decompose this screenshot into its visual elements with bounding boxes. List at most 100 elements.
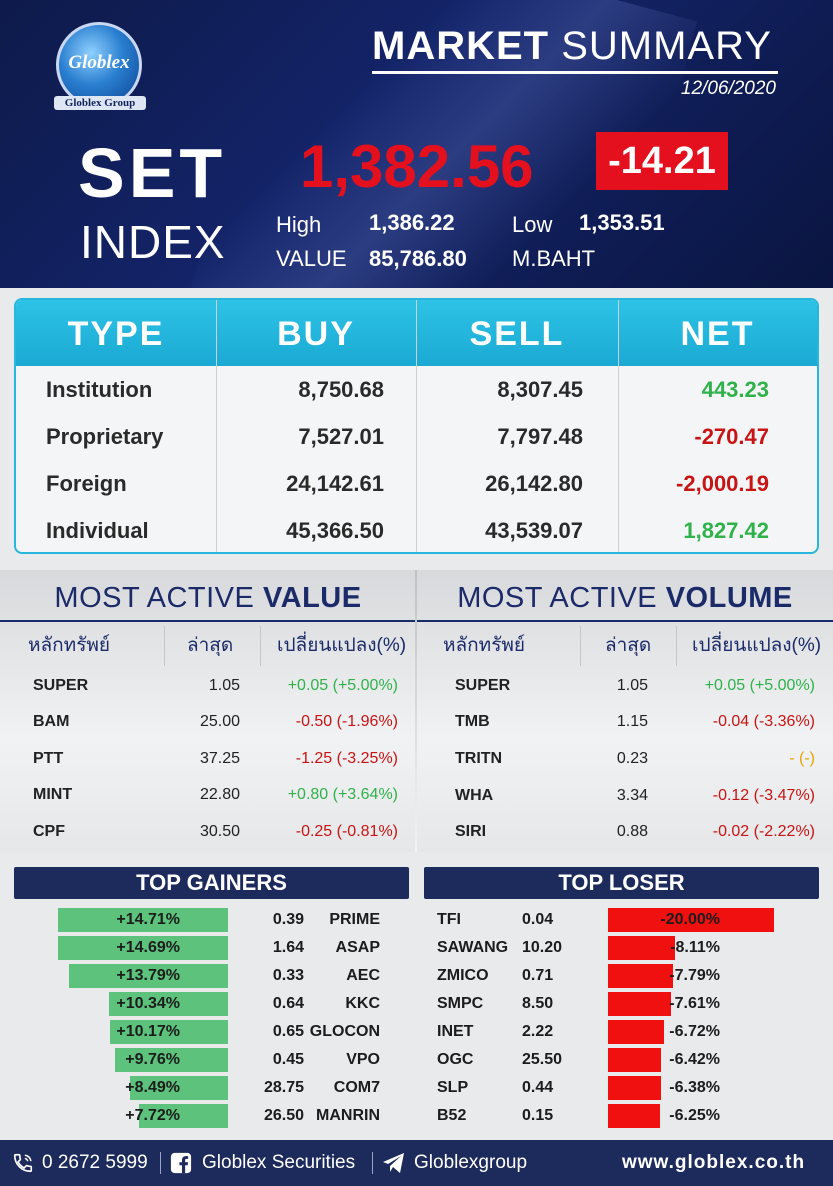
gainer-symbol: ASAP (335, 939, 380, 956)
gainer-bar (69, 964, 228, 988)
footer-facebook[interactable]: Globlex Securities (202, 1152, 356, 1173)
index-value: 1,382.56 (300, 133, 534, 200)
gainer-bar (58, 936, 228, 960)
loser-symbol: INET (437, 1023, 474, 1040)
ma-volume-col-change: เปลี่ยนแปลง(%) (692, 635, 822, 656)
ma-volume-col-last: ล่าสุด (605, 635, 652, 656)
gainer-bar (58, 908, 228, 932)
ma-volume-change: -0.12 (-3.47%) (712, 787, 815, 804)
loser-symbol: SAWANG (437, 939, 509, 956)
report-date: 12/06/2020 (680, 78, 776, 99)
page-title: MARKET SUMMARY (372, 24, 772, 69)
ma-volume-change: -0.04 (-3.36%) (712, 713, 815, 730)
loser-price: 0.04 (522, 911, 554, 928)
row-buy: 7,527.01 (298, 424, 384, 449)
gainer-price: 1.64 (272, 939, 304, 956)
ma-value-symbol: PTT (33, 750, 64, 767)
gainer-price: 0.33 (272, 967, 304, 984)
ma-value-symbol: MINT (33, 786, 73, 803)
footer-phone[interactable]: 0 2672 5999 (42, 1152, 148, 1173)
index-label: INDEX (80, 216, 226, 268)
ma-volume-change: +0.05 (+5.00%) (704, 677, 815, 694)
phone-icon (13, 1153, 33, 1173)
most-active-value-title: MOST ACTIVE VALUE (0, 582, 416, 615)
loser-pct: -8.11% (670, 939, 720, 956)
ma-value-symbol: CPF (33, 823, 65, 840)
loser-bar (608, 936, 675, 960)
loser-bar (608, 1020, 664, 1044)
loser-pct: -6.72% (669, 1023, 720, 1040)
title-bold: MARKET (372, 24, 550, 68)
ma-volume-last: 1.15 (616, 713, 648, 730)
col-divider (618, 300, 619, 552)
most-active-volume-title: MOST ACTIVE VOLUME (417, 582, 833, 615)
ma-value-last: 30.50 (199, 823, 240, 840)
gainer-pct: +10.17% (116, 1023, 180, 1040)
ma-value-title-bold: VALUE (262, 582, 362, 614)
col-sell: SELL (469, 315, 565, 353)
footer-website[interactable]: www.globlex.co.th (622, 1152, 806, 1173)
gainer-bar (130, 1076, 228, 1100)
gainer-symbol: PRIME (329, 911, 380, 928)
ma-col-divider (164, 626, 165, 666)
ma-col-divider (580, 626, 581, 666)
value-label: VALUE (276, 246, 347, 271)
ma-volume-symbol: WHA (455, 787, 494, 804)
ma-volume-last: 3.34 (616, 787, 648, 804)
ma-value-last: 25.00 (199, 713, 240, 730)
row-net: -270.47 (694, 424, 769, 449)
row-type: Foreign (46, 471, 127, 496)
loser-price: 10.20 (522, 939, 563, 956)
title-light: SUMMARY (561, 24, 772, 68)
ma-volume-rule (417, 620, 833, 622)
type-row-proprietary: Proprietary 7,527.01 7,797.48 -270.47 (16, 413, 817, 460)
ma-value-rule (0, 620, 415, 622)
globlex-logo: Globlex Globlex Group (50, 22, 146, 114)
row-buy: 8,750.68 (298, 377, 384, 402)
row-sell: 8,307.45 (497, 377, 583, 402)
footer-telegram[interactable]: Globlexgroup (414, 1152, 528, 1173)
high-label: High (276, 212, 322, 237)
header-banner: Globlex Globlex Group MARKET SUMMARY 12/… (0, 0, 833, 288)
logo-globe (56, 22, 142, 108)
ma-value-symbol: BAM (33, 713, 70, 730)
loser-price: 0.71 (522, 967, 554, 984)
ma-volume-last: 1.05 (616, 677, 648, 694)
gainer-price: 26.50 (263, 1107, 304, 1124)
row-buy: 45,366.50 (286, 518, 384, 543)
col-type: TYPE (67, 315, 165, 353)
footer-separator (372, 1152, 373, 1174)
gainer-price: 0.64 (272, 995, 304, 1012)
loser-symbol: SMPC (437, 995, 484, 1012)
loser-symbol: OGC (437, 1051, 474, 1068)
gainer-bar (115, 1048, 228, 1072)
row-type: Individual (46, 518, 149, 543)
row-type: Institution (46, 377, 153, 402)
loser-pct: -7.61% (669, 995, 720, 1012)
gainer-bar (110, 1020, 228, 1044)
ma-volume-symbol: SUPER (455, 677, 511, 694)
gainer-symbol: MANRIN (316, 1107, 380, 1124)
gainer-symbol: COM7 (333, 1079, 380, 1096)
gainer-symbol: AEC (346, 967, 380, 984)
ma-value-last: 22.80 (199, 786, 240, 803)
ma-volume-last: 0.88 (616, 823, 648, 840)
loser-bar (608, 1076, 661, 1100)
loser-bar (608, 908, 774, 932)
gainer-pct: +7.72% (125, 1107, 180, 1124)
ma-volume-symbol: TRITN (455, 750, 503, 767)
footer-bar: 0 2672 5999 Globlex Securities Globlexgr… (0, 1140, 833, 1186)
index-change: -14.21 (596, 132, 728, 190)
col-divider (416, 300, 417, 552)
value-amount: 85,786.80 (369, 246, 467, 271)
gainer-symbol: GLOCON (309, 1023, 380, 1040)
gainer-bar (139, 1104, 228, 1128)
ma-col-divider (676, 626, 677, 666)
gainer-price: 0.45 (272, 1051, 304, 1068)
ma-value-change: -1.25 (-3.25%) (295, 750, 398, 767)
row-net: -2,000.19 (676, 471, 769, 496)
investor-type-table: TYPE BUY SELL NET Institution 8,750.68 8… (14, 298, 819, 554)
gainer-pct: +8.49% (125, 1079, 180, 1096)
loser-symbol: TFI (437, 911, 461, 928)
value-unit: M.BAHT (512, 246, 596, 271)
